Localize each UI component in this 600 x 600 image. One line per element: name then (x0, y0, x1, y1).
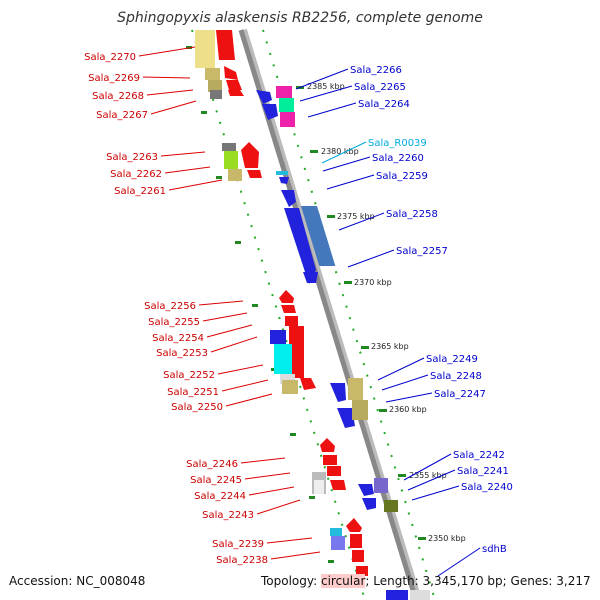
gene-label[interactable]: Sala_2238 (216, 555, 268, 566)
gene-leader-line (403, 453, 452, 481)
gene-label[interactable]: Sala_2268 (92, 91, 144, 102)
scale-label: 2350 kbp (428, 534, 466, 543)
topology-value: circular (320, 574, 366, 588)
gene-label[interactable]: Sala_R0039 (368, 138, 427, 149)
gene-label[interactable]: Sala_2265 (354, 82, 406, 93)
gene-leader-line (299, 85, 353, 102)
gene-label[interactable]: Sala_2270 (84, 52, 136, 63)
genes-prefix: ; Genes: (502, 574, 557, 588)
gene-label[interactable]: Sala_2248 (430, 371, 482, 382)
gene-label[interactable]: Sala_2262 (110, 169, 162, 180)
gene-leader-line (381, 374, 429, 391)
length-value: 3,345,170 bp (422, 574, 503, 588)
length-prefix: ; Length: (365, 574, 423, 588)
gene-leader-line (248, 486, 295, 496)
scale-label: 2360 kbp (389, 405, 427, 414)
scale-label: 2385 kbp (307, 82, 345, 91)
genome-summary: Topology: circular; Length: 3,345,170 bp… (261, 574, 591, 588)
gene-label[interactable]: Sala_2242 (453, 450, 505, 461)
gene-label[interactable]: Sala_2247 (434, 389, 486, 400)
scale-label: 2365 kbp (371, 342, 409, 351)
gene-label[interactable]: Sala_2266 (350, 65, 402, 76)
gene-label[interactable]: Sala_2260 (372, 153, 424, 164)
topology-prefix: Topology: (261, 574, 321, 588)
gene-leader-line (321, 141, 367, 164)
scale-label: 2355 kbp (409, 471, 447, 480)
scale-label: 2380 kbp (321, 147, 359, 156)
reverse-strand-genes (256, 86, 430, 600)
gene-label[interactable]: Sala_2244 (194, 491, 246, 502)
gene-leader-line (322, 156, 371, 172)
gene-leader-line (244, 472, 291, 480)
gene-label[interactable]: Sala_2250 (171, 402, 223, 413)
genes-value: 3,217 (556, 574, 591, 588)
gene-label[interactable]: Sala_2239 (212, 539, 264, 550)
gene-label[interactable]: Sala_2257 (396, 246, 448, 257)
gene-label[interactable]: Sala_2259 (376, 171, 428, 182)
gene-leader-line (138, 46, 196, 57)
gene-leader-line (385, 392, 433, 403)
left-gene-labels: Sala_2270 Sala_2269 Sala_2268 Sala_2267 Sala… (84, 46, 321, 566)
gene-label[interactable]: Sala_2243 (202, 510, 254, 521)
gene-leader-line (295, 68, 349, 90)
gene-label[interactable]: Sala_2261 (114, 186, 166, 197)
gene-leader-line (377, 357, 425, 381)
gene-label[interactable]: Sala_2241 (457, 466, 509, 477)
gene-label[interactable]: Sala_2264 (358, 99, 410, 110)
gene-label[interactable]: Sala_2252 (163, 370, 215, 381)
gene-label[interactable]: Sala_2267 (96, 110, 148, 121)
gene-leader-line (206, 324, 253, 338)
scale-labels: 2385 kbp 2380 kbp 2375 kbp 2370 kbp 2365 kbp… (307, 82, 466, 543)
gene-label[interactable]: sdhB (482, 544, 507, 555)
gene-leader-line (266, 537, 313, 544)
gene-leader-line (307, 102, 357, 118)
scale-label: 2370 kbp (354, 278, 392, 287)
scale-label: 2375 kbp (337, 212, 375, 221)
gene-label[interactable]: Sala_2253 (156, 348, 208, 359)
gene-label[interactable]: Sala_2269 (88, 73, 140, 84)
gene-label[interactable]: Sala_2258 (386, 209, 438, 220)
gene-leader-line (164, 166, 211, 174)
gene-leader-line (256, 499, 301, 515)
gene-leader-line (202, 312, 248, 322)
gene-label[interactable]: Sala_2249 (426, 354, 478, 365)
accession-text: Accession: NC_008048 (9, 574, 146, 588)
gene-leader-line (146, 89, 194, 96)
gene-leader-line (168, 179, 223, 191)
gene-leader-line (326, 174, 375, 190)
gene-leader-line (150, 100, 197, 115)
gene-leader-line (142, 76, 191, 79)
gene-label[interactable]: Sala_2263 (106, 152, 158, 163)
gene-leader-line (198, 300, 244, 306)
gene-label[interactable]: Sala_2240 (461, 482, 513, 493)
gene-label[interactable]: Sala_2256 (144, 301, 196, 312)
gene-leader-line (411, 485, 460, 501)
gene-label[interactable]: Sala_2254 (152, 333, 204, 344)
gene-label[interactable]: Sala_2255 (148, 317, 200, 328)
gene-leader-line (210, 336, 258, 353)
gene-leader-line (217, 364, 264, 375)
right-gene-labels: Sala_2266 Sala_2265 Sala_2264 Sala_R0039 Sal… (295, 65, 513, 577)
map-title: Sphingopyxis alaskensis RB2256, complete… (117, 10, 483, 26)
gene-leader-line (221, 379, 269, 392)
gene-leader-line (437, 547, 481, 577)
gene-leader-line (240, 457, 286, 464)
gene-label[interactable]: Sala_2245 (190, 475, 242, 486)
gene-label[interactable]: Sala_2246 (186, 459, 238, 470)
gene-leader-line (225, 393, 273, 407)
gene-leader-line (407, 469, 456, 491)
gene-leader-line (347, 249, 395, 268)
gene-leader-line (270, 551, 321, 560)
forward-strand-genes (195, 30, 368, 576)
gene-label[interactable]: Sala_2251 (167, 387, 219, 398)
gene-leader-line (160, 151, 206, 157)
gene-leader-line (338, 212, 385, 231)
